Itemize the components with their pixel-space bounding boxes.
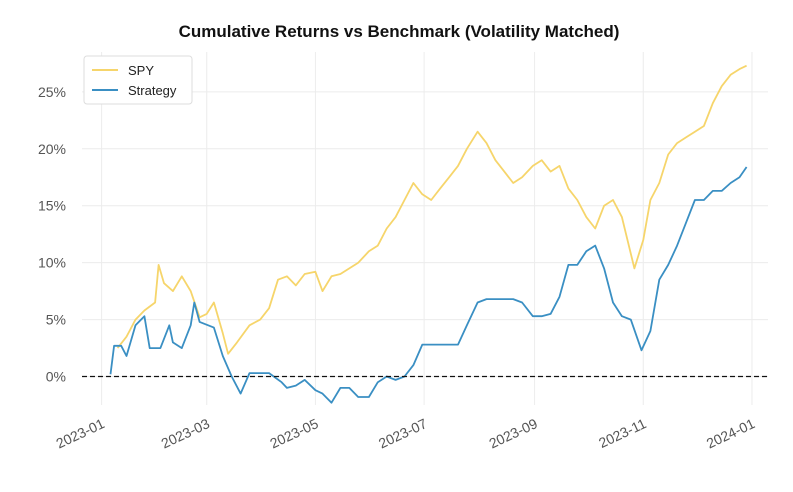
x-tick-label: 2023-03	[159, 415, 213, 451]
grid	[82, 52, 768, 405]
x-tick-label: 2023-09	[487, 415, 541, 451]
y-tick-label: 25%	[38, 84, 66, 100]
series-layer	[109, 64, 748, 404]
legend-box	[83, 55, 193, 105]
y-tick-label: 10%	[38, 255, 66, 271]
series-line-strategy	[109, 166, 748, 404]
legend-label-spy: SPY	[128, 63, 154, 78]
y-tick-label: 20%	[38, 141, 66, 157]
x-tick-label: 2023-01	[54, 415, 108, 451]
axes: 0% 5% 10% 15% 20% 25% 2023-01 2023-03 2023-05 202…	[38, 84, 768, 451]
x-tick-label: 2023-05	[267, 415, 321, 451]
x-tick-label: 2023-11	[596, 415, 649, 451]
legend-label-strategy: Strategy	[128, 83, 177, 98]
series-line-spy	[116, 64, 747, 355]
y-tick-label: 0%	[46, 369, 66, 385]
x-tick-label: 2023-07	[376, 415, 430, 451]
chart-title: Cumulative Returns vs Benchmark (Volatil…	[179, 22, 620, 41]
y-tick-label: 5%	[46, 312, 66, 328]
legend: SPY Strategy	[83, 55, 193, 105]
y-tick-label: 15%	[38, 198, 66, 214]
x-tick-label: 2024-01	[704, 415, 758, 451]
